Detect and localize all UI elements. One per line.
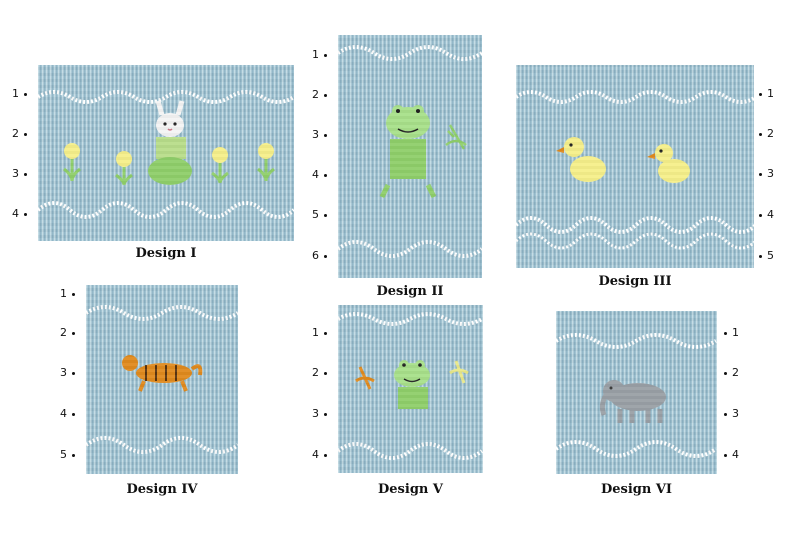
row-number: 1 (312, 327, 332, 339)
row-number: 2 (719, 367, 739, 379)
design-i-embroidery (38, 90, 294, 219)
design-iv-embroidery (86, 305, 238, 454)
design-iii-embroidery (516, 90, 754, 250)
duckling-motif (647, 144, 690, 183)
dragonfly-motif (355, 366, 375, 390)
row-number: 4 (12, 208, 32, 220)
design-v-swatch (338, 305, 483, 473)
smocking-wave-bottom (556, 440, 717, 458)
tulip-motif (115, 151, 133, 186)
row-number: 3 (719, 408, 739, 420)
design-iv-swatch (86, 285, 238, 474)
design-caption: Design VI (600, 482, 673, 497)
butterfly-motif (449, 360, 469, 384)
dragonfly-motif (445, 124, 467, 150)
design-vi-embroidery (556, 333, 717, 458)
elephant-motif (599, 380, 666, 423)
row-number: 1 (312, 49, 332, 61)
frog-motif (394, 360, 430, 409)
smocking-wave-top (338, 312, 483, 326)
tulip-motif (211, 147, 229, 184)
row-number: 2 (12, 128, 32, 140)
tulip-motif (63, 143, 81, 182)
smocking-wave-top (338, 45, 482, 61)
frog-motif (379, 105, 437, 199)
row-number: 5 (312, 209, 332, 221)
row-number: 1 (719, 327, 739, 339)
smocking-wave-top (86, 305, 238, 321)
smocking-wave-bottom (38, 201, 294, 219)
row-number: 3 (60, 367, 80, 379)
smocking-wave-top (516, 90, 754, 104)
design-caption: Design III (598, 274, 672, 289)
row-number: 4 (312, 169, 332, 181)
row-number: 2 (60, 327, 80, 339)
row-number: 4 (754, 209, 774, 221)
tulip-motif (257, 143, 275, 182)
design-i-swatch (38, 65, 294, 241)
design-vi-swatch (556, 311, 717, 474)
row-number: 2 (312, 89, 332, 101)
row-number: 1 (60, 288, 80, 300)
row-number: 1 (754, 88, 774, 100)
row-number: 2 (312, 367, 332, 379)
design-v-embroidery (338, 312, 483, 460)
design-caption: Design II (376, 284, 444, 299)
row-number: 1 (12, 88, 32, 100)
smocking-wave-top (556, 333, 717, 349)
smocking-wave-mid (516, 216, 754, 234)
row-number: 6 (312, 250, 332, 262)
row-number: 3 (12, 168, 32, 180)
duckling-motif (556, 137, 606, 182)
row-number: 2 (754, 128, 774, 140)
row-number: 4 (719, 449, 739, 461)
row-number: 4 (60, 408, 80, 420)
smocking-wave-top (38, 90, 294, 104)
design-iii-swatch (516, 65, 754, 268)
row-number: 3 (754, 168, 774, 180)
design-caption: Design I (135, 246, 197, 261)
tiger-motif (122, 355, 203, 392)
bunny-motif (148, 100, 192, 185)
design-caption: Design IV (126, 482, 198, 497)
smocking-wave-bottom (338, 442, 483, 460)
smocking-wave-bottom (338, 240, 482, 258)
row-number: 5 (60, 449, 80, 461)
design-ii-embroidery (338, 45, 482, 258)
row-number: 5 (754, 250, 774, 262)
row-number: 4 (312, 449, 332, 461)
row-number: 3 (312, 408, 332, 420)
row-number: 3 (312, 129, 332, 141)
smocking-wave-bottom (516, 232, 754, 250)
design-caption: Design V (378, 482, 443, 497)
design-ii-swatch (338, 35, 482, 278)
smocking-wave-bottom (86, 436, 238, 454)
